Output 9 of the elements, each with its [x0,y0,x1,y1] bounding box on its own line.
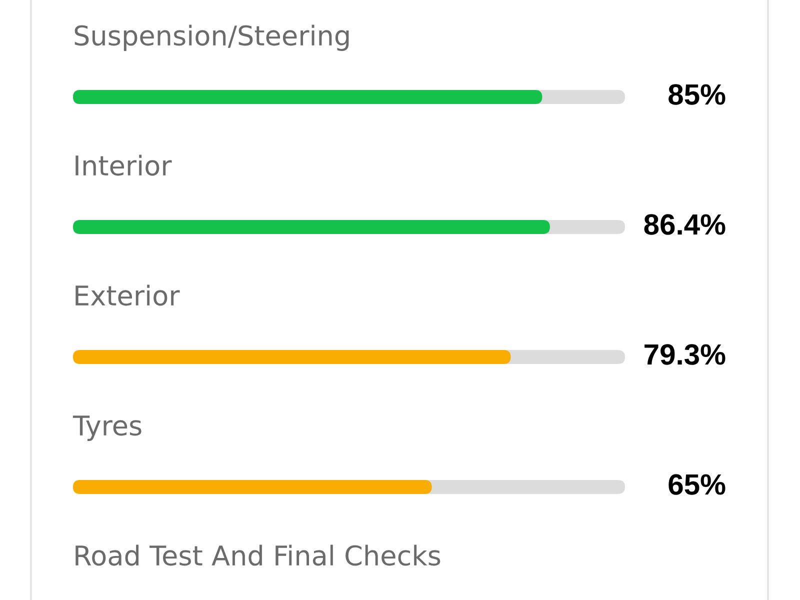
y-tick-label: Exterior [76,284,180,306]
data-label: 65% [668,474,726,495]
data-label: 86.4% [644,214,726,235]
y-tick-label: Interior [76,154,172,176]
data-label: 79.3% [644,344,726,365]
y-tick-label: Road Test And Final Checks [76,544,440,566]
y-tick-label: Tyres [72,416,142,441]
data-label: 85% [668,84,726,105]
y-tick-label: Suspension/Steering [74,24,349,51]
